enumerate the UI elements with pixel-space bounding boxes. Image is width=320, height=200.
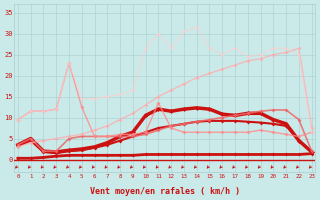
- X-axis label: Vent moyen/en rafales ( km/h ): Vent moyen/en rafales ( km/h ): [90, 187, 240, 196]
